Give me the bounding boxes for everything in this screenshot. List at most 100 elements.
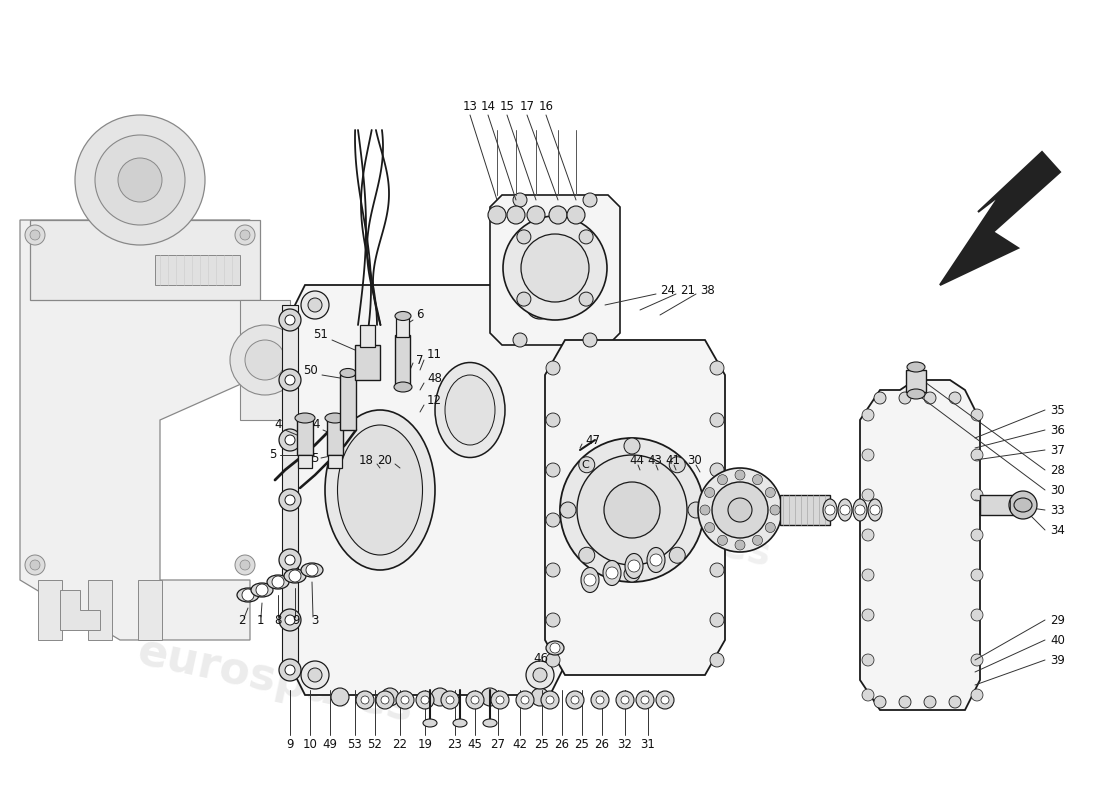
Circle shape	[766, 522, 775, 533]
Circle shape	[30, 230, 40, 240]
Circle shape	[862, 569, 874, 581]
Circle shape	[571, 696, 579, 704]
Circle shape	[949, 696, 961, 708]
Text: 26: 26	[554, 738, 570, 751]
Circle shape	[971, 609, 983, 621]
Polygon shape	[240, 300, 290, 420]
Text: 22: 22	[393, 738, 407, 751]
Polygon shape	[355, 345, 380, 380]
Ellipse shape	[838, 499, 853, 521]
Circle shape	[862, 654, 874, 666]
Text: 25: 25	[574, 738, 590, 751]
Circle shape	[971, 409, 983, 421]
Text: 40: 40	[1050, 634, 1065, 646]
Circle shape	[521, 696, 529, 704]
Circle shape	[235, 225, 255, 245]
Circle shape	[331, 688, 349, 706]
Circle shape	[513, 333, 527, 347]
Circle shape	[534, 298, 547, 312]
Circle shape	[698, 468, 782, 552]
Circle shape	[242, 589, 254, 601]
Circle shape	[279, 369, 301, 391]
Circle shape	[488, 206, 506, 224]
Circle shape	[381, 688, 399, 706]
Polygon shape	[328, 455, 342, 468]
Text: 13: 13	[463, 101, 477, 114]
Circle shape	[301, 291, 329, 319]
Circle shape	[381, 696, 389, 704]
Text: 31: 31	[640, 738, 656, 751]
Polygon shape	[544, 340, 725, 675]
Polygon shape	[396, 318, 409, 337]
Circle shape	[240, 560, 250, 570]
Circle shape	[650, 554, 662, 566]
Text: 1: 1	[256, 614, 264, 626]
Circle shape	[705, 522, 715, 533]
Circle shape	[700, 505, 710, 515]
Circle shape	[712, 482, 768, 538]
Circle shape	[870, 505, 880, 515]
Circle shape	[971, 529, 983, 541]
Circle shape	[862, 609, 874, 621]
Circle shape	[862, 529, 874, 541]
Circle shape	[431, 688, 449, 706]
Ellipse shape	[236, 588, 258, 602]
Ellipse shape	[267, 575, 289, 589]
Polygon shape	[138, 580, 162, 640]
Circle shape	[546, 413, 560, 427]
Circle shape	[606, 567, 618, 579]
Text: 32: 32	[617, 738, 632, 751]
Ellipse shape	[625, 554, 644, 578]
Ellipse shape	[647, 547, 666, 573]
Circle shape	[899, 392, 911, 404]
Ellipse shape	[823, 499, 837, 521]
Circle shape	[949, 392, 961, 404]
Circle shape	[710, 513, 724, 527]
Circle shape	[279, 659, 301, 681]
Circle shape	[971, 569, 983, 581]
Text: 20: 20	[377, 454, 392, 466]
Circle shape	[527, 206, 544, 224]
Circle shape	[688, 502, 704, 518]
Text: 42: 42	[513, 738, 528, 751]
Text: 37: 37	[1050, 443, 1065, 457]
Ellipse shape	[446, 375, 495, 445]
Circle shape	[560, 438, 704, 582]
Circle shape	[546, 563, 560, 577]
Circle shape	[583, 193, 597, 207]
Circle shape	[301, 661, 329, 689]
Ellipse shape	[868, 499, 882, 521]
Circle shape	[728, 498, 752, 522]
Circle shape	[924, 696, 936, 708]
Text: 44: 44	[629, 454, 645, 466]
Circle shape	[517, 292, 531, 306]
Circle shape	[578, 455, 688, 565]
Text: 2: 2	[239, 614, 245, 626]
Circle shape	[289, 570, 301, 582]
Text: 21: 21	[680, 283, 695, 297]
Text: 16: 16	[539, 101, 553, 114]
Circle shape	[549, 206, 566, 224]
Circle shape	[306, 564, 318, 576]
Polygon shape	[780, 495, 830, 525]
Circle shape	[770, 505, 780, 515]
Circle shape	[584, 574, 596, 586]
Circle shape	[550, 643, 560, 653]
Circle shape	[118, 158, 162, 202]
Circle shape	[25, 555, 45, 575]
Circle shape	[579, 457, 595, 473]
Circle shape	[491, 691, 509, 709]
Polygon shape	[940, 152, 1060, 285]
Ellipse shape	[394, 382, 412, 392]
Ellipse shape	[483, 719, 497, 727]
Ellipse shape	[284, 569, 306, 583]
Text: 52: 52	[367, 738, 383, 751]
Ellipse shape	[324, 410, 435, 570]
Circle shape	[361, 696, 368, 704]
Text: 48: 48	[427, 371, 442, 385]
Circle shape	[25, 225, 45, 245]
Ellipse shape	[434, 362, 505, 458]
Text: 50: 50	[304, 363, 318, 377]
Text: 43: 43	[648, 454, 662, 466]
Text: eurospares: eurospares	[526, 486, 774, 574]
